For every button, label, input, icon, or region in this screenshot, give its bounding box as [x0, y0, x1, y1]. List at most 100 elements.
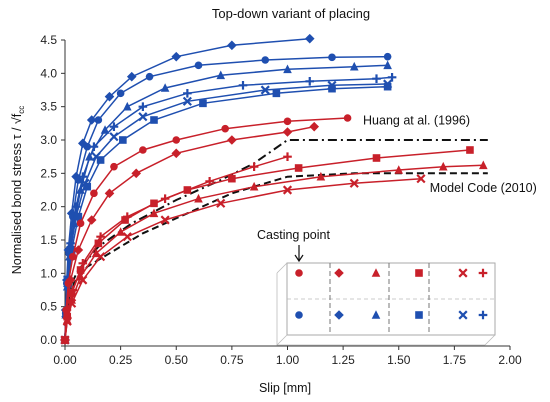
data-point	[83, 182, 92, 191]
data-point	[282, 127, 293, 137]
inset-marker-blue-circle	[295, 311, 303, 319]
data-point	[104, 91, 115, 102]
data-point	[123, 212, 132, 221]
data-point	[94, 116, 103, 124]
x-tick-label: 0.25	[109, 353, 133, 367]
data-point	[216, 70, 226, 80]
y-tick-label: 2.5	[40, 166, 57, 180]
y-tick-label: 0.5	[40, 300, 57, 314]
data-point	[309, 121, 319, 132]
data-point	[438, 161, 448, 171]
data-point	[372, 154, 381, 162]
data-point	[383, 82, 392, 91]
inset-marker-blue-plus	[478, 310, 488, 320]
data-point	[67, 246, 76, 254]
data-point	[110, 162, 118, 171]
data-point	[282, 185, 293, 195]
tick-labels: 0.00 0.25 0.50 0.75 1.00 1.25 1.50 1.75 2.00 0.0 0…	[40, 33, 522, 367]
data-point	[249, 181, 259, 191]
data-point	[228, 174, 236, 183]
data-point	[116, 89, 125, 98]
data-point	[145, 72, 154, 81]
x-tick-label: 1.75	[443, 353, 467, 367]
data-point	[119, 136, 127, 144]
data-point	[60, 335, 70, 345]
casting-point-arrow	[294, 245, 304, 263]
data-point	[261, 56, 270, 64]
data-point	[416, 174, 426, 184]
inset-marker-red-x	[458, 268, 468, 278]
chart-title: Top-down variant of placing	[212, 6, 370, 21]
data-point	[150, 116, 158, 124]
data-point	[305, 77, 315, 86]
data-point	[109, 122, 119, 131]
y-axis-label-sub: cc	[17, 106, 26, 114]
data-point	[328, 84, 336, 93]
inset-marker-red-triangle	[371, 268, 381, 277]
inset-marker-blue-triangle	[371, 310, 381, 319]
data-point	[131, 168, 141, 179]
data-point	[260, 85, 270, 95]
data-point	[182, 96, 192, 106]
x-tick-label: 1.25	[331, 353, 355, 367]
series-red-plus	[60, 152, 292, 345]
inset-marker-blue-diamond	[334, 310, 344, 320]
data-point	[466, 146, 474, 154]
data-point	[349, 178, 359, 188]
data-point	[238, 81, 248, 90]
x-tick-label: 0.75	[220, 353, 244, 367]
data-point	[76, 271, 85, 281]
data-point	[283, 152, 292, 161]
y-tick-label: 2.0	[40, 200, 57, 214]
y-axis-label: Normalised bond stress τ / √fcc	[10, 106, 26, 274]
x-tick-label: 0.00	[53, 353, 77, 367]
data-point	[138, 102, 148, 111]
data-point	[272, 89, 281, 98]
x-tick-label: 1.50	[387, 353, 411, 367]
data-point	[194, 193, 203, 203]
y-tick-label: 0.0	[40, 333, 57, 347]
data-point	[104, 188, 115, 199]
data-point	[85, 151, 94, 161]
data-point	[160, 83, 170, 92]
casting-point-inset: Casting point	[257, 228, 496, 346]
series-line	[64, 155, 288, 341]
data-point	[479, 160, 488, 170]
x-tick-label: 1.00	[276, 353, 300, 367]
data-point	[294, 164, 303, 172]
y-tick-label: 1.5	[40, 233, 57, 247]
data-point	[221, 124, 229, 133]
data-point	[387, 73, 397, 82]
data-point	[121, 216, 129, 224]
y-tick-label: 4.5	[40, 33, 57, 47]
data-point	[372, 74, 381, 83]
data-point	[216, 198, 226, 208]
inset-marker-blue-x	[458, 310, 468, 320]
data-point	[90, 189, 98, 198]
data-point	[227, 40, 237, 51]
data-point	[283, 64, 292, 74]
data-point	[394, 165, 404, 174]
data-point	[86, 215, 97, 225]
data-point	[74, 176, 83, 184]
data-point	[139, 146, 147, 154]
data-point	[109, 132, 119, 142]
data-point	[96, 156, 105, 164]
x-axis-label: Slip [mm]	[259, 381, 311, 395]
data-point	[68, 252, 77, 261]
casting-point-label: Casting point	[257, 228, 330, 242]
y-tick-label: 3.5	[40, 100, 57, 114]
data-series	[60, 33, 488, 345]
data-point	[171, 148, 182, 159]
data-point	[78, 172, 88, 181]
data-point	[65, 275, 76, 285]
data-point	[100, 125, 110, 134]
x-tick-label: 2.00	[498, 353, 522, 367]
data-point	[343, 114, 352, 122]
data-point	[199, 99, 207, 108]
data-point	[160, 194, 170, 203]
data-point	[149, 208, 159, 218]
data-point	[76, 219, 85, 228]
data-point	[123, 101, 132, 111]
data-point	[383, 52, 392, 61]
